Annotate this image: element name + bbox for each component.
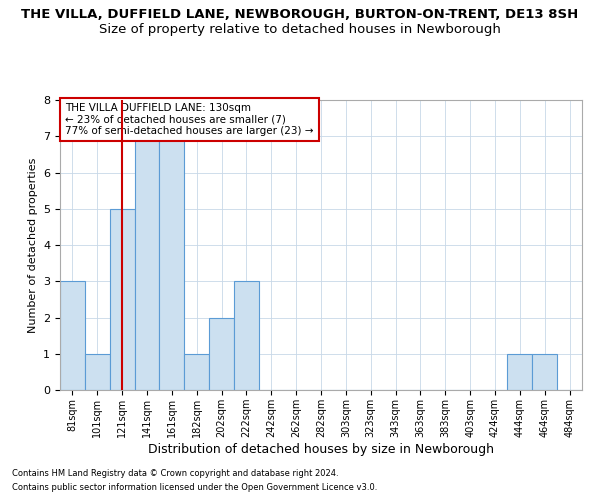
Bar xyxy=(85,354,110,390)
Text: THE VILLA DUFFIELD LANE: 130sqm
← 23% of detached houses are smaller (7)
77% of : THE VILLA DUFFIELD LANE: 130sqm ← 23% of… xyxy=(65,103,314,136)
Bar xyxy=(532,354,557,390)
Bar xyxy=(234,281,259,390)
Bar xyxy=(110,209,134,390)
Text: Contains public sector information licensed under the Open Government Licence v3: Contains public sector information licen… xyxy=(12,484,377,492)
Text: THE VILLA, DUFFIELD LANE, NEWBOROUGH, BURTON-ON-TRENT, DE13 8SH: THE VILLA, DUFFIELD LANE, NEWBOROUGH, BU… xyxy=(22,8,578,20)
Bar xyxy=(134,136,160,390)
Y-axis label: Number of detached properties: Number of detached properties xyxy=(28,158,38,332)
X-axis label: Distribution of detached houses by size in Newborough: Distribution of detached houses by size … xyxy=(148,442,494,456)
Bar xyxy=(508,354,532,390)
Bar xyxy=(209,318,234,390)
Bar xyxy=(60,281,85,390)
Bar xyxy=(160,136,184,390)
Text: Contains HM Land Registry data © Crown copyright and database right 2024.: Contains HM Land Registry data © Crown c… xyxy=(12,468,338,477)
Bar xyxy=(184,354,209,390)
Text: Size of property relative to detached houses in Newborough: Size of property relative to detached ho… xyxy=(99,22,501,36)
